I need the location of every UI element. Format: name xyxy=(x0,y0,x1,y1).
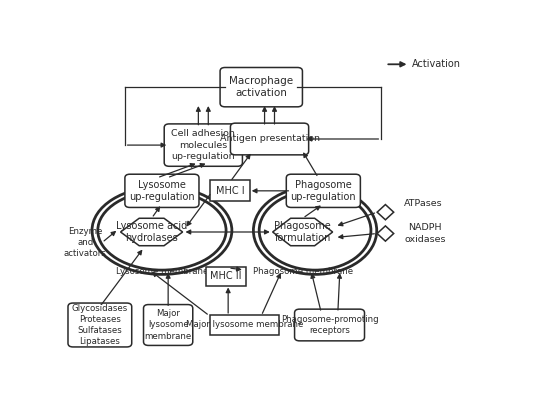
Polygon shape xyxy=(377,205,394,220)
Polygon shape xyxy=(377,226,394,241)
FancyBboxPatch shape xyxy=(210,181,250,201)
FancyBboxPatch shape xyxy=(164,124,242,166)
FancyBboxPatch shape xyxy=(286,174,360,208)
FancyBboxPatch shape xyxy=(295,309,365,341)
Text: Phagosome
formulation: Phagosome formulation xyxy=(274,221,331,243)
Text: Enzyme
and
activators: Enzyme and activators xyxy=(64,227,107,258)
Text: Phagosome membrane: Phagosome membrane xyxy=(253,267,352,276)
Text: MHC II: MHC II xyxy=(210,271,242,281)
Text: Activation: Activation xyxy=(412,59,461,69)
FancyBboxPatch shape xyxy=(231,123,309,155)
Text: Lysosome
up-regulation: Lysosome up-regulation xyxy=(129,180,195,202)
Text: ATPases: ATPases xyxy=(404,198,443,208)
Polygon shape xyxy=(273,218,333,246)
Text: Major
lysosome
membrane: Major lysosome membrane xyxy=(145,309,192,341)
Text: Phagosome
up-regulation: Phagosome up-regulation xyxy=(290,180,356,202)
FancyBboxPatch shape xyxy=(220,67,302,107)
Text: Major lysosome membrane: Major lysosome membrane xyxy=(186,320,303,329)
Text: Lysosome acid
hydrolases: Lysosome acid hydrolases xyxy=(116,221,187,243)
Text: Antigen presentation: Antigen presentation xyxy=(219,135,319,143)
Text: Glycosidases
Proteases
Sulfatases
Lipatases: Glycosidases Proteases Sulfatases Lipata… xyxy=(72,304,128,346)
FancyBboxPatch shape xyxy=(125,174,199,208)
Text: Cell adhesion
molecules
up-regulation: Cell adhesion molecules up-regulation xyxy=(171,129,235,161)
Text: Phagosome-promoting
receptors: Phagosome-promoting receptors xyxy=(281,315,379,335)
Polygon shape xyxy=(121,218,183,246)
FancyBboxPatch shape xyxy=(210,315,279,335)
FancyBboxPatch shape xyxy=(68,303,132,347)
Text: Macrophage
activation: Macrophage activation xyxy=(229,76,293,98)
Text: NADPH
oxidases: NADPH oxidases xyxy=(404,223,445,244)
Text: MHC I: MHC I xyxy=(216,186,245,196)
FancyBboxPatch shape xyxy=(144,305,193,345)
Text: Lysosome membrane: Lysosome membrane xyxy=(116,267,208,276)
FancyBboxPatch shape xyxy=(206,267,246,286)
